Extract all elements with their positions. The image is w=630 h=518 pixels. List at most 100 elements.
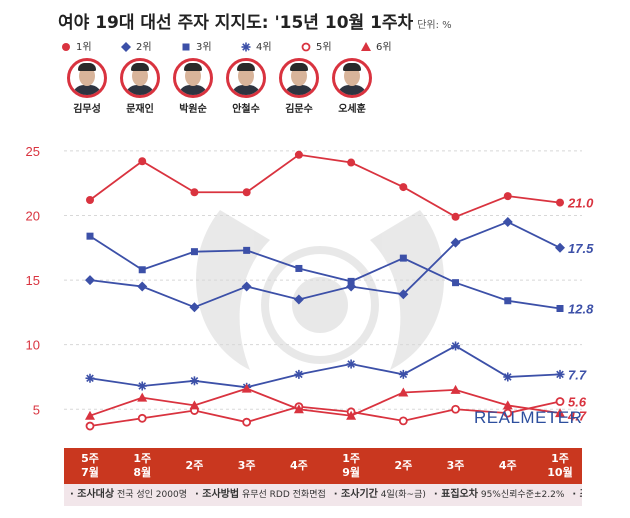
candidate-portrait-icon [279,58,319,98]
candidate-portrait-icon [67,58,107,98]
footer-key: · 조사방법 [195,489,240,500]
legend-marker-2 [121,42,131,52]
candidate-2: 문재인 [113,58,167,115]
x-axis-bar: 5주 7월 1주 8월 2주 3주 4주 1주 9월 2주 3주 4주 1주 10월 [64,448,582,484]
legend-marker-star-icon [241,42,251,52]
data-point [85,275,95,286]
y-tick-label: 10 [26,338,40,353]
x-tick-label: 1주 8월 [117,452,167,480]
data-point [399,254,407,262]
data-point [137,281,148,292]
x-tick-line: 4주 [289,459,308,472]
x-tick-label: 1주 9월 [326,452,376,480]
candidate-name: 오세훈 [338,104,366,115]
y-tick-label: 20 [26,209,40,224]
series-line [89,235,561,310]
series-4 [85,341,565,392]
legend-rank-label: 1위 [76,42,92,53]
y-tick-label: 15 [26,273,40,288]
x-tick-line: 4주 [498,459,517,472]
legend-marker-1 [62,43,70,51]
series-1 [86,150,564,221]
legend-rank-label: 6위 [376,42,392,53]
data-point [137,381,147,391]
data-point [451,404,460,414]
candidate-1: 김무성 [60,58,114,115]
series-line [89,220,561,309]
data-point [555,242,565,253]
candidate-portrait-icon [332,58,372,98]
data-point [503,408,513,418]
x-tick-label: 3주 [431,459,481,473]
data-point [190,248,198,256]
data-point [450,237,461,248]
series-6 [85,383,565,420]
x-tick-line: 9월 [342,466,360,479]
candidate-portrait-icon [226,58,266,98]
legend-marker-ring-icon [301,42,311,52]
data-point [86,196,94,204]
footer-value: 전국 성인 2000명 [116,490,187,500]
legend-marker-diamond-icon [121,42,131,52]
data-point [190,188,199,197]
legend-item-1: 1위 [60,38,92,53]
data-point [241,281,252,292]
data-point [85,410,95,420]
candidate-name: 문재인 [126,104,154,115]
footer-value: 95%신뢰수준±2.2% [480,490,565,500]
candidate-5: 김문수 [272,58,326,115]
x-tick-line: 2주 [185,459,204,472]
data-point [503,192,512,201]
data-point [502,400,513,410]
data-point [346,359,356,369]
legend-rank-label: 3위 [196,42,212,53]
candidate-3: 박원순 [166,58,220,115]
data-point [398,416,408,426]
series-line [89,344,561,389]
legend-item-2: 2위 [120,38,152,53]
data-point [243,246,251,254]
legend-marker-5 [301,42,311,52]
data-point [137,392,148,402]
legend-marker-circle-icon [62,43,70,51]
data-point [398,289,409,300]
end-value-label: 17.5 [568,241,594,256]
data-point [347,277,355,285]
unit-label: 단위: % [417,20,452,31]
candidate-portrait-icon [120,58,160,98]
x-tick-line: 2주 [394,459,413,472]
chart-title: 여야 19대 대선 주자 지지도: '15년 10월 1주차 단위: % [58,8,452,33]
series-3 [86,232,564,312]
data-point [86,232,94,240]
data-point [556,198,564,207]
footer-key: · 조사기간 [333,489,378,500]
data-point [450,384,461,394]
data-point [398,369,408,379]
data-point [293,294,304,305]
end-value-label: 21.0 [567,196,594,211]
data-point [556,305,564,312]
data-point [451,341,461,351]
x-tick-line: 5주 [81,452,99,465]
end-value-label: 12.8 [568,302,594,317]
legend-item-6: 6위 [360,38,392,53]
data-point [452,279,460,287]
data-point [347,158,356,167]
data-point [504,297,512,305]
data-point [502,216,513,227]
candidate-name: 박원순 [179,104,207,115]
legend-marker-6 [361,42,371,51]
data-point [555,408,565,418]
x-tick-line: 1주 [551,452,569,465]
candidate-name: 김문수 [285,104,313,115]
data-point [242,188,251,197]
data-point [138,157,147,166]
series-line [89,400,561,427]
data-point [189,302,200,313]
data-point [138,266,146,274]
footer-value: 4일(화~금) [380,490,426,500]
end-value-label: 4.7 [567,409,587,424]
data-point [241,383,252,393]
data-point [293,404,304,414]
